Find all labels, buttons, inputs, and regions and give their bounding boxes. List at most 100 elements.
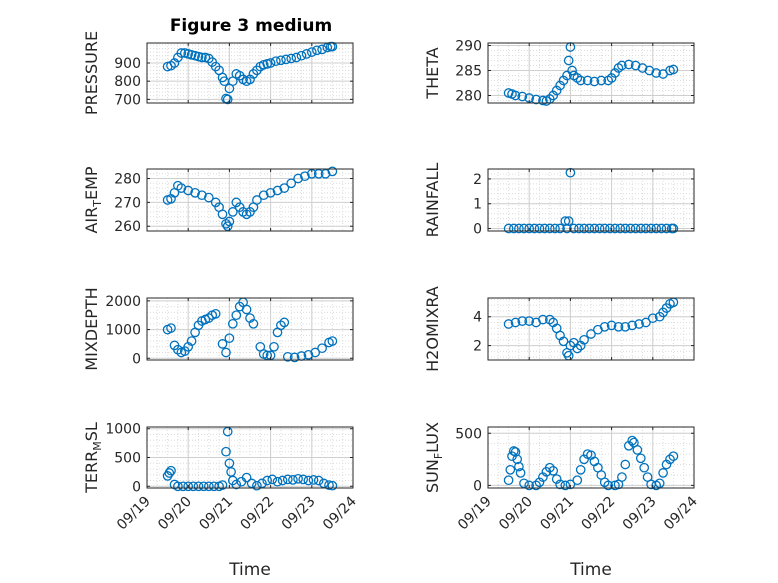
panel-theta-point-6 [538,95,548,106]
panel-theta: 280 285 290 THETA [423,39,695,106]
panel-terr-msl-xtick-label-3: 09/22 [238,494,278,534]
panel-pressure-point-40 [306,47,317,57]
panel-sun-flux-point-11 [534,477,545,488]
panel-terr-msl: 0 500 1000 09/19 09/20 09/21 09/22 09/23 09/24 TE… [82,422,360,580]
panel-sun-flux-point-9 [524,480,535,491]
panel-terr-msl-point-33 [303,475,314,486]
panel-h2omixra-point-15 [572,343,583,354]
panel-terr-msl-point-2 [166,465,176,476]
panel-pressure-ytick-label-2: 900 [114,56,141,72]
panel-air-temp-point-25 [272,185,283,196]
panel-h2omixra: 2 4 H2OMIXRA [423,286,695,372]
panel-mixdepth-point-19 [231,310,242,321]
panel-rainfall-point-26 [625,223,636,234]
panel-mixdepth-ytick-label-1: 1000 [105,323,141,339]
panel-terr-msl-point-10 [203,481,214,492]
panel-pressure-point-34 [276,55,286,66]
panel-terr-msl-point-38 [327,480,338,491]
panel-theta-point-32 [651,68,662,78]
panel-rainfall-point-9 [550,223,560,234]
panel-sun-flux-xtick-label-0: 09/19 [455,494,495,534]
panel-h2omixra-point-6 [544,314,555,325]
panel-sun-flux-axes-box [487,426,695,489]
panel-mixdepth-point-34 [289,352,300,363]
panel-h2omixra-point-10 [558,336,569,347]
panel-theta-axes-box [487,42,695,104]
panel-sun-flux-point-0 [503,475,514,486]
panel-air-temp-point-14 [224,216,235,227]
panel-theta-point-13 [562,70,572,81]
panel-mixdepth-point-16 [221,347,231,358]
panel-mixdepth-ytick-label-2: 2000 [105,294,141,310]
panel-terr-msl-ytick-label-1: 500 [114,451,141,467]
panel-air-temp-point-13 [222,221,233,232]
panel-theta-point-2 [510,90,521,101]
panel-terr-msl-ytick-label-0: 0 [132,479,141,495]
panel-pressure-point-45 [327,41,338,52]
panel-rainfall-point-21 [599,223,610,234]
panel-mixdepth-point-38 [317,343,327,354]
figure-title: Figure 3 medium [170,16,332,36]
panel-mixdepth-point-31 [276,320,286,331]
panel-rainfall-point-31 [651,223,662,234]
panel-sun-flux-point-15 [548,465,559,476]
panel-sun-flux-point-33 [620,459,631,470]
panel-sun-flux-ylabel: SUNFLUX [423,422,445,493]
panel-terr-msl-point-35 [313,475,324,486]
panel-rainfall-point-30 [646,223,656,234]
panel-rainfall-point-3 [519,223,529,234]
panel-sun-flux-ytick-label-1: 500 [455,426,482,442]
panel-sun-flux-point-18 [560,480,571,491]
panel-rainfall-point-5 [529,223,540,234]
panel-air-temp-ytick-label-2: 280 [114,172,141,188]
panel-terr-msl-point-8 [193,481,204,492]
panel-theta-ytick-label-2: 290 [455,39,482,55]
panel-h2omixra-point-0 [503,319,514,329]
panel-theta-point-22 [596,75,607,86]
panel-mixdepth-point-36 [303,349,314,360]
panel-air-temp-point-11 [217,209,228,220]
panel-theta-point-5 [531,94,541,105]
panel-rainfall-point-28 [635,223,646,234]
panel-theta-ylabel: THETA [423,47,442,99]
panel-terr-msl-point-25 [262,475,273,486]
panel-air-temp-point-4 [176,183,187,193]
panel-pressure-point-10 [197,52,207,63]
panel-sun-flux-point-44 [658,468,668,478]
panel-pressure-ytick-label-1: 800 [114,74,141,90]
panel-sun-flux-point-19 [565,479,576,490]
panel-pressure-point-36 [286,53,297,64]
panel-rainfall-point-22 [605,223,615,234]
panel-h2omixra-axes-box [487,297,695,361]
panel-rainfall-point-33 [661,223,672,234]
panel-mixdepth-point-40 [327,336,338,346]
panel-pressure-point-26 [245,74,255,85]
panel-pressure-point-39 [301,49,312,59]
panel-pressure-point-33 [270,56,281,67]
panel-mixdepth-point-24 [248,318,259,329]
panel-air-temp-point-26 [279,183,290,193]
panel-rainfall-ytick-label-2: 2 [473,172,482,188]
panel-mixdepth-point-18 [227,318,238,329]
panel-sun-flux-point-46 [665,454,675,465]
panel-h2omixra-point-18 [586,329,596,339]
panel-terr-msl-xtick-label-4: 09/23 [279,494,319,534]
panel-h2omixra-point-20 [599,321,610,332]
panel-rainfall-point-10 [555,223,565,234]
panel-air-temp-point-29 [300,171,310,182]
panel-air-temp-point-7 [197,190,207,201]
panel-theta-point-21 [589,76,600,87]
panel-rainfall-point-8 [544,223,555,234]
panel-pressure-axes-box [146,42,354,104]
panel-terr-msl-point-37 [324,480,334,490]
panel-air-temp-axes-box [146,168,354,232]
panel-sun-flux-xtick-label-4: 09/23 [620,494,660,534]
panel-terr-msl-point-26 [267,474,278,485]
panel-air-temp-point-31 [313,168,324,179]
panel-air-temp-point-27 [286,178,297,189]
panel-h2omixra-point-21 [606,320,617,331]
panel-pressure-point-35 [281,54,291,65]
panel-h2omixra-ylabel: H2OMIXRA [423,286,442,372]
panel-air-temp: 260 270 280 AIRTEMP [82,166,354,235]
